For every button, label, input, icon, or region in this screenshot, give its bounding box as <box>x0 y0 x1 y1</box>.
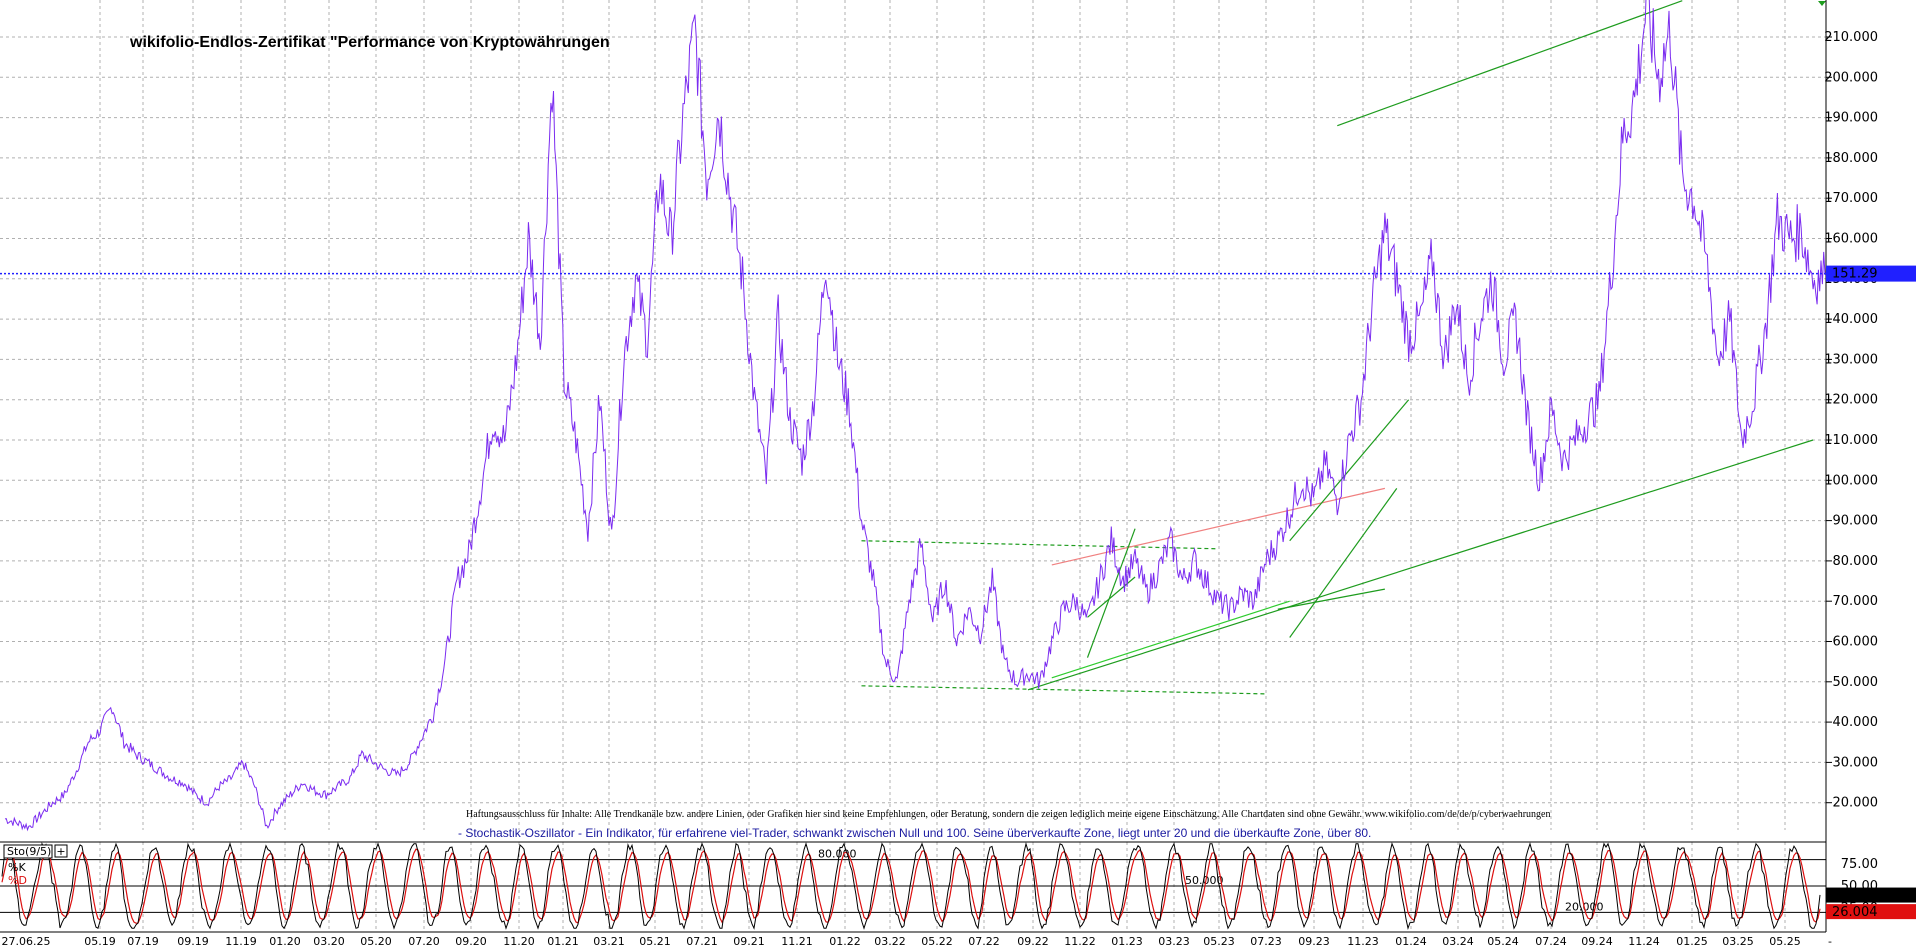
price-axis-label: 90.000 <box>1833 514 1879 529</box>
price-axis-label: 180.000 <box>1824 151 1878 166</box>
x-tick-label: 11.19 <box>225 935 257 948</box>
stoch-title-box <box>3 844 53 859</box>
x-tick-label: 11.23 <box>1347 935 1379 948</box>
stoch-d-value: 26.004 <box>1832 905 1878 920</box>
stoch-d-badge <box>1826 904 1916 920</box>
price-axis-label: 110.000 <box>1824 433 1878 448</box>
x-tick-label: 03.25 <box>1722 935 1754 948</box>
x-tick-label: 03.24 <box>1442 935 1474 948</box>
x-tick-label: 07.24 <box>1535 935 1567 948</box>
x-tick-label: 27.06.25 <box>2 935 51 948</box>
price-axis-label: 160.000 <box>1824 232 1878 247</box>
x-tick-label: 09.19 <box>177 935 209 948</box>
current-value-label: 151.29 <box>1832 267 1878 282</box>
x-tick-label: 01.20 <box>269 935 301 948</box>
x-tick-label: 07.22 <box>968 935 1000 948</box>
stoch-inline-level-label: 50.000 <box>1185 874 1224 887</box>
trend-line <box>861 685 1266 695</box>
stoch-k-value: 39.141 <box>1832 889 1878 904</box>
stoch-k-legend: %K <box>8 861 26 874</box>
trend-lines <box>861 0 1826 695</box>
x-tick-label: 05.25 <box>1769 935 1801 948</box>
trend-line <box>1337 0 1683 127</box>
x-tick-label: 09.23 <box>1298 935 1330 948</box>
price-axis-label: 80.000 <box>1833 554 1879 569</box>
disclaimer-text: Haftungsausschluss für Inhalte: Alle Tre… <box>466 809 1551 820</box>
price-axis-label: 40.000 <box>1833 715 1879 730</box>
price-axis-label: 140.000 <box>1824 312 1878 327</box>
stoch-d-legend: %D <box>8 874 27 887</box>
price-line <box>4 0 1826 832</box>
x-tick-label: 09.24 <box>1581 935 1613 948</box>
trend-line <box>1289 399 1410 542</box>
price-axis-label: 170.000 <box>1824 191 1878 206</box>
x-tick-label: 05.22 <box>921 935 953 948</box>
trend-line <box>861 540 1219 550</box>
x-tick-label: 03.22 <box>874 935 906 948</box>
x-tick-label: 01.23 <box>1111 935 1143 948</box>
price-axis-label: 200.000 <box>1824 70 1878 85</box>
x-tick-label: 07.19 <box>127 935 159 948</box>
stoch-inline-level-label: 80.000 <box>818 848 857 861</box>
stochastic-panel: 80.00050.00020.00025.0050.0075.00Sto(9/5… <box>0 841 1916 931</box>
price-axis-label: 210.000 <box>1824 30 1878 45</box>
stochastic-note: - Stochastik-Oszillator - Ein Indikator,… <box>458 826 1371 840</box>
current-value-badge <box>1826 265 1916 282</box>
x-axis-end-mark: - <box>1828 935 1832 948</box>
price-axis-label: 20.000 <box>1833 796 1879 811</box>
chart-title: wikifolio-Endlos-Zertifikat "Performance… <box>129 34 610 51</box>
trend-line <box>1086 528 1136 658</box>
time-axis: 27.06.25 05.19 07.19 09.19 11.19 01.20 03.20 05… <box>0 931 1832 948</box>
trend-line <box>1051 600 1290 679</box>
price-axis-label: 30.000 <box>1833 755 1879 770</box>
x-tick-label: 01.21 <box>547 935 579 948</box>
x-tick-label: 11.24 <box>1628 935 1660 948</box>
main-grid <box>0 0 1826 930</box>
x-tick-label: 01.25 <box>1676 935 1708 948</box>
price-axis-label: 190.000 <box>1824 111 1878 126</box>
x-tick-label: 05.23 <box>1203 935 1235 948</box>
x-tick-label: 03.20 <box>313 935 345 948</box>
price-axis-label: 70.000 <box>1833 594 1879 609</box>
x-tick-label: 05.20 <box>360 935 392 948</box>
stoch-k-badge <box>1826 887 1916 903</box>
price-axis-label: 130.000 <box>1824 352 1878 367</box>
stoch-add-button <box>54 844 68 858</box>
trend-line <box>1277 588 1385 610</box>
price-axis-label: 120.000 <box>1824 393 1878 408</box>
x-tick-label: 01.22 <box>829 935 861 948</box>
trend-line <box>1289 488 1398 638</box>
price-axis-label: 50.000 <box>1833 675 1879 690</box>
x-tick-label: 01.24 <box>1395 935 1427 948</box>
x-tick-label: 09.22 <box>1017 935 1049 948</box>
x-tick-label: 07.20 <box>408 935 440 948</box>
price-axis-label: 100.000 <box>1824 473 1878 488</box>
stoch-title: Sto(9/5) <box>7 845 51 858</box>
trend-line <box>1027 439 1814 691</box>
price-series <box>4 0 1826 832</box>
x-tick-label: 05.21 <box>639 935 671 948</box>
price-axis-label: 60.000 <box>1833 635 1879 650</box>
stoch-k-line <box>1 841 1821 931</box>
x-tick-label: 09.20 <box>455 935 487 948</box>
x-tick-label: 05.19 <box>84 935 116 948</box>
x-tick-label: 09.21 <box>733 935 765 948</box>
plus-icon: + <box>56 845 65 858</box>
stoch-axis-label: 75.00 <box>1841 857 1878 872</box>
trend-line <box>1051 487 1386 566</box>
x-tick-label: 11.20 <box>503 935 535 948</box>
x-tick-label: 11.21 <box>781 935 813 948</box>
x-tick-label: 03.21 <box>593 935 625 948</box>
trend-arrow-marker <box>1818 1 1826 6</box>
x-tick-label: 03.23 <box>1158 935 1190 948</box>
x-tick-label: 07.21 <box>686 935 718 948</box>
x-tick-label: 07.23 <box>1250 935 1282 948</box>
x-tick-label: 05.24 <box>1487 935 1519 948</box>
x-tick-label: 11.22 <box>1064 935 1096 948</box>
